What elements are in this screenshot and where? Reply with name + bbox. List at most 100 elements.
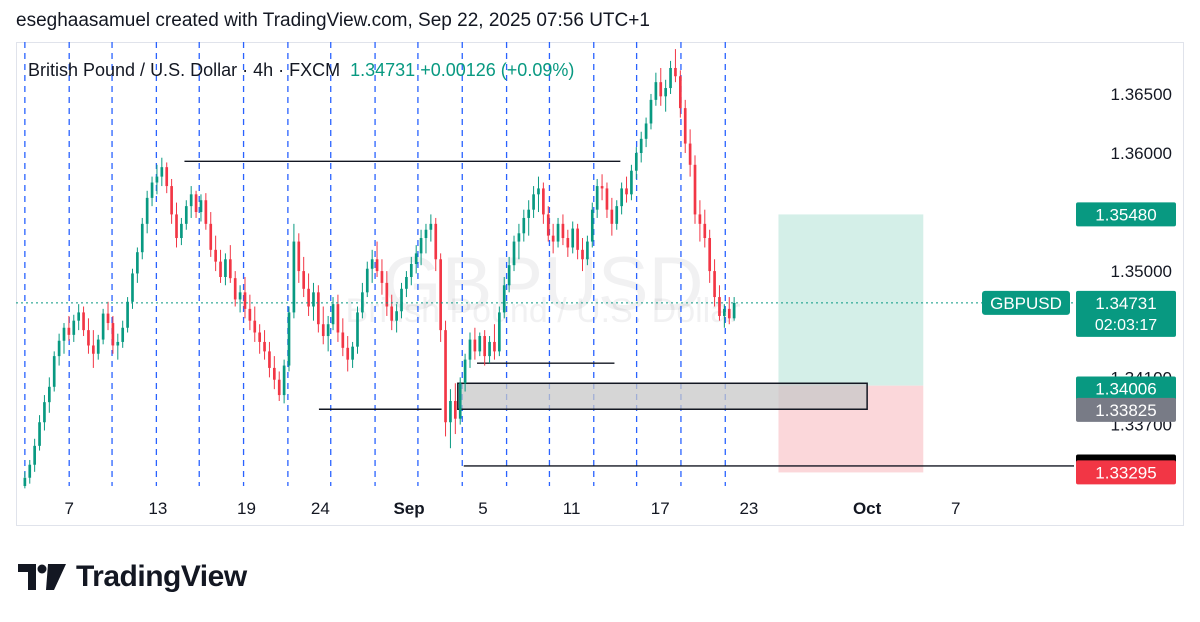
candle-body <box>537 188 540 195</box>
candle-body <box>434 223 438 260</box>
candle-body <box>287 312 291 366</box>
candle-body <box>522 217 526 234</box>
candle-body <box>72 320 76 335</box>
candle-body <box>184 206 188 224</box>
symbol-tag <box>982 290 1070 315</box>
candle-body <box>375 259 379 272</box>
candle-body <box>620 188 623 207</box>
candle-body <box>47 386 51 403</box>
candle-body <box>483 336 487 357</box>
candle-body <box>199 200 203 213</box>
candle-body <box>630 170 633 195</box>
candle-body <box>155 176 159 183</box>
price-tag <box>1076 202 1176 227</box>
candle-body <box>77 312 81 321</box>
candle-body <box>170 186 173 215</box>
candle-body <box>145 197 149 224</box>
x-axis-tick-label: 17 <box>651 499 670 518</box>
countdown-label: 02:03:17 <box>1095 317 1157 334</box>
candle-body <box>605 188 609 210</box>
candle-body <box>23 477 27 486</box>
candle-body <box>209 223 213 250</box>
candle-body <box>532 194 535 210</box>
candle-body <box>268 351 271 368</box>
candle-body <box>326 324 330 337</box>
candle-body <box>336 304 340 333</box>
candle-body <box>453 400 457 419</box>
y-axis-tick-label: 1.36000 <box>1111 144 1172 163</box>
candle-body <box>463 359 467 384</box>
candle-body <box>87 330 90 346</box>
price-chart[interactable]: GBPUSD British Pound / U.S. Dollar 1.365… <box>16 42 1184 526</box>
price-tag <box>1076 460 1176 485</box>
candle-body <box>258 332 261 342</box>
candle-body <box>713 271 716 298</box>
candle-body <box>228 259 232 279</box>
y-axis-tick-label: 1.36500 <box>1111 85 1172 104</box>
candle-body <box>674 67 677 77</box>
price-tag-label: 1.34006 <box>1095 379 1156 398</box>
candle-body <box>610 209 614 224</box>
legend-change: +0.00126 <box>420 60 496 80</box>
candle-body <box>718 297 721 316</box>
candle-body <box>683 108 687 144</box>
tradingview-brand[interactable]: TradingView <box>18 560 247 594</box>
candle-body <box>488 341 491 357</box>
candle-body <box>204 200 208 224</box>
candle-body <box>419 238 423 254</box>
y-axis-tick-label: 1.35000 <box>1111 262 1172 281</box>
candle-body <box>341 332 345 348</box>
candle-body <box>468 339 472 360</box>
candle-body <box>365 268 369 293</box>
candle-body <box>189 194 193 207</box>
candle-body <box>493 341 496 352</box>
candle-body <box>312 292 315 307</box>
candle-body <box>263 341 266 352</box>
candle-body <box>140 223 144 253</box>
candle-body <box>527 209 531 218</box>
candle-body <box>586 241 589 260</box>
candle-body <box>625 188 628 195</box>
tradingview-logo-icon <box>18 564 66 590</box>
candle-body <box>126 301 129 328</box>
x-axis-tick-label: 19 <box>237 499 256 518</box>
candle-body <box>590 209 594 242</box>
supply-demand-box <box>457 382 868 410</box>
candle-body <box>317 292 320 325</box>
candle-body <box>678 76 682 109</box>
candle-body <box>571 228 575 248</box>
candle-body <box>600 186 604 189</box>
candle-body <box>380 271 384 283</box>
candle-body <box>277 379 281 396</box>
candle-body <box>346 347 350 360</box>
candle-body <box>542 188 545 215</box>
candle-body <box>131 273 134 302</box>
candle-body <box>698 214 702 224</box>
candle-body <box>546 214 550 236</box>
candle-body <box>292 241 296 313</box>
candle-body <box>512 241 516 266</box>
candle-body <box>219 261 222 277</box>
candle-body <box>581 249 584 260</box>
candle-body <box>649 99 653 124</box>
candle-body <box>243 292 247 309</box>
candle-body <box>321 324 325 337</box>
candle-body <box>356 312 359 347</box>
candle-body <box>33 445 36 465</box>
candle-body <box>556 223 560 242</box>
candle-body <box>395 311 398 321</box>
candle-body <box>390 306 394 321</box>
candle-body <box>664 88 667 97</box>
candle-body <box>458 383 462 419</box>
symbol-legend: British Pound / U.S. Dollar · 4h · FXCM … <box>28 60 574 81</box>
candle-body <box>302 271 306 289</box>
candle-body <box>566 238 570 248</box>
candle-body <box>370 259 374 269</box>
candle-body <box>688 143 692 165</box>
x-axis-tick-label: 11 <box>563 499 581 518</box>
candle-body <box>473 339 477 352</box>
candle-body <box>409 264 413 277</box>
x-axis-tick-label: Oct <box>853 499 882 518</box>
price-tag-label: 1.35480 <box>1095 205 1156 224</box>
price-tag <box>1076 376 1176 401</box>
